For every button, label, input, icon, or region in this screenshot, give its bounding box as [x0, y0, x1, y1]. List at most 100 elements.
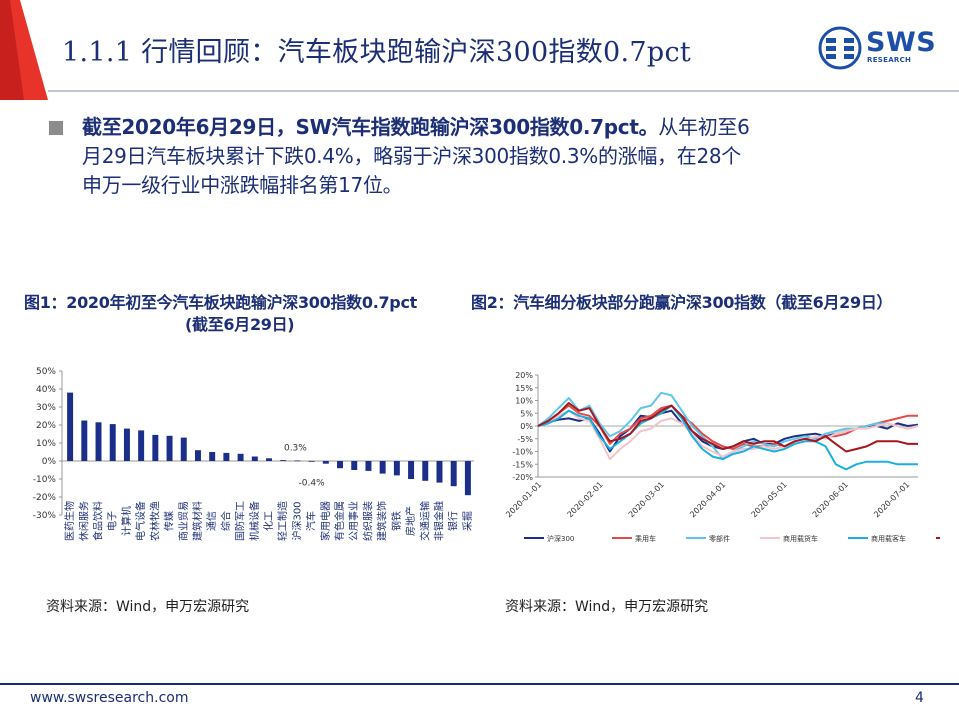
bar	[294, 460, 301, 462]
summary-paragraph: 截至2020年6月29日，SW汽车指数跑输沪深300指数0.7pct。从年初至6…	[82, 113, 902, 200]
line-y-tick-label: -5%	[517, 435, 533, 444]
bar	[280, 460, 287, 461]
figure2-source: 资料来源：Wind，申万宏源研究	[505, 599, 709, 615]
bar	[223, 452, 230, 461]
bar-value-label: -0.4%	[299, 479, 326, 489]
bar	[81, 420, 88, 461]
logo-subtext: RESEARCH	[867, 56, 912, 64]
bar-category-label: 商业贸易	[177, 501, 190, 541]
bar-y-tick-label: 40%	[36, 385, 56, 395]
bar-category-label: 汽车	[305, 511, 318, 531]
bar	[322, 461, 329, 464]
legend-label: 商用载客车	[871, 534, 906, 543]
bar-category-label: 化工	[262, 511, 275, 531]
footer-url: www.swsresearch.com	[30, 690, 189, 706]
header-divider	[48, 90, 959, 92]
auto-subsector-line-chart: 20% 15% 10% 5% 0% -5% -10% -15% -20%2020-01-01 20…	[504, 371, 940, 543]
bar	[166, 435, 173, 461]
bar-category-label: 家用电器	[319, 501, 332, 541]
bar	[379, 461, 386, 474]
bar	[251, 456, 258, 461]
bar-category-label: 综合	[219, 511, 232, 531]
bar-y-tick-label: -20%	[33, 493, 57, 503]
line-series	[537, 404, 918, 471]
bar-category-label: 农林牧渔	[148, 501, 161, 541]
legend-label: 沪深300	[547, 534, 574, 543]
figure1-subtitle: (截至6月29日)	[185, 315, 295, 334]
bar-category-label: 传媒	[164, 511, 176, 531]
line-x-tick-label: 2020-07-01	[872, 480, 911, 519]
bar-y-tick-label: -30%	[33, 511, 57, 521]
summary-line2: 月29日汽车板块累计下跌0.4%，略弱于沪深300指数0.3%的涨幅，在28个	[82, 144, 741, 168]
bar-category-label: 轻工制造	[276, 501, 289, 541]
bar-category-label: 电气设备	[134, 501, 147, 541]
bar-category-label: 计算机	[120, 506, 133, 536]
figure1-title: 图1：2020年初至今汽车板块跑输沪深300指数0.7pct	[24, 293, 417, 312]
bar	[209, 452, 216, 461]
bar-category-label: 建筑材料	[191, 501, 204, 541]
line-x-tick-label: 2020-06-01	[811, 480, 850, 519]
line-x-tick-label: 2020-04-01	[688, 480, 727, 519]
line-x-tick-label: 2020-03-01	[627, 480, 666, 519]
bar	[67, 392, 74, 461]
line-y-tick-label: -20%	[512, 473, 533, 482]
line-y-tick-label: 15%	[515, 384, 533, 393]
bar-category-label: 食品饮料	[92, 501, 105, 541]
bar-y-tick-label: 50%	[36, 367, 56, 377]
legend-label: 商用载货车	[783, 534, 818, 543]
sws-logo-icon	[818, 26, 862, 70]
line-x-tick-label: 2020-05-01	[750, 480, 789, 519]
bar	[109, 424, 116, 461]
bar	[365, 461, 372, 471]
bar-category-label: 银行	[447, 511, 460, 531]
bar	[308, 461, 315, 462]
line-y-tick-label: -10%	[512, 448, 533, 457]
bar-category-label: 机械设备	[248, 501, 261, 541]
bar	[450, 461, 457, 487]
bar-category-label: 纺织服装	[361, 501, 374, 541]
page-number: 4	[915, 690, 924, 706]
line-x-tick-label: 2020-01-01	[504, 480, 543, 519]
bar-category-label: 医药生物	[63, 501, 76, 541]
line-series	[537, 409, 919, 461]
bar-category-label: 有色金属	[333, 501, 346, 541]
page-title: 1.1.1 行情回顾：汽车板块跑输沪深300指数0.7pct	[62, 37, 692, 68]
bar	[351, 461, 358, 470]
bar-y-tick-label: 20%	[36, 421, 56, 431]
bar	[123, 428, 130, 461]
bullet-square-icon	[49, 121, 63, 135]
legend-label: 零部件	[709, 534, 730, 543]
footer-divider	[0, 683, 959, 685]
bar	[152, 434, 159, 461]
bar-category-label: 电子	[106, 511, 119, 531]
line-y-tick-label: 5%	[520, 409, 533, 418]
bar-category-label: 建筑装饰	[376, 501, 389, 541]
sws-logo: SWS RESEARCH	[818, 26, 940, 70]
logo-wordmark: SWS	[866, 27, 937, 58]
figure1-source: 资料来源：Wind，申万宏源研究	[46, 599, 250, 615]
bar-category-label: 通信	[206, 511, 218, 531]
bar-category-label: 公用事业	[347, 501, 360, 541]
industry-bar-chart: 50% 40% 30% 20% 10% 0% -10% -20% -30% 医药生物 休闲服务 食品饮…	[33, 367, 474, 541]
summary-line1-rest: 从年初至6	[658, 115, 750, 139]
bar-category-label: 非银金融	[432, 501, 445, 541]
bar-category-label: 采掘	[461, 511, 474, 531]
bar-category-label: 钢铁	[390, 511, 403, 531]
bar	[266, 458, 272, 461]
bar-category-label: 交通运输	[418, 501, 431, 541]
line-x-tick-label: 2020-02-01	[566, 480, 605, 519]
bar-category-label: 沪深300	[290, 501, 303, 540]
bar	[237, 453, 244, 461]
bar	[464, 461, 471, 496]
line-y-tick-label: 10%	[515, 397, 533, 406]
bar	[138, 430, 145, 461]
corner-accent	[0, 0, 48, 100]
bar	[337, 461, 344, 469]
bar-y-tick-label: 30%	[36, 403, 56, 413]
figure2-title: 图2：汽车细分板块部分跑赢沪深300指数（截至6月29日）	[471, 293, 893, 312]
summary-line3: 申万一级行业中涨跌幅排名第17位。	[82, 173, 403, 197]
bar	[194, 450, 201, 461]
bar	[408, 461, 415, 479]
bar-category-label: 休闲服务	[77, 501, 90, 541]
bar	[436, 461, 443, 483]
